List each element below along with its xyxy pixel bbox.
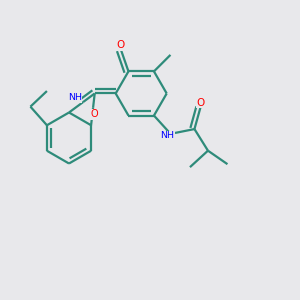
Text: NH: NH	[160, 131, 175, 140]
Text: NH: NH	[68, 93, 82, 102]
Text: O: O	[117, 40, 125, 50]
Text: O: O	[196, 98, 205, 108]
Text: O: O	[91, 110, 98, 119]
